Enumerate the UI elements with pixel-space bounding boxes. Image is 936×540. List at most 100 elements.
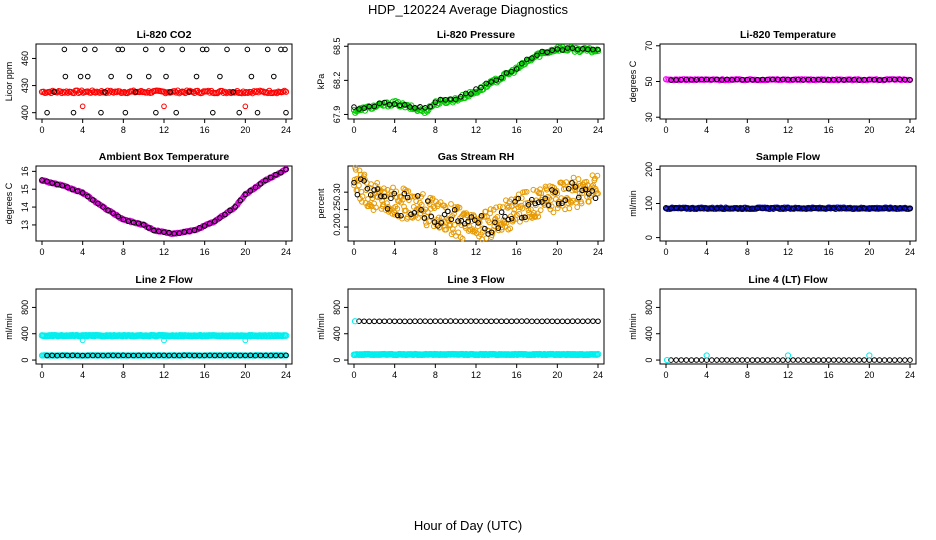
data-point [166, 229, 172, 236]
data-point [866, 352, 873, 359]
data-point [531, 213, 538, 220]
panel-title: Li-820 Temperature [740, 29, 836, 41]
y-tick-label: 0 [644, 358, 654, 363]
data-point [549, 47, 556, 54]
x-tick-label: 24 [593, 125, 603, 135]
data-point [374, 180, 381, 186]
data-point [163, 73, 169, 80]
y-tick-label: 0 [332, 358, 342, 363]
data-point [744, 357, 751, 363]
data-point [688, 357, 695, 363]
x-tick-label: 12 [471, 125, 481, 135]
x-tick-label: 8 [121, 125, 126, 135]
series-box-magenta [38, 166, 290, 237]
data-point [161, 103, 167, 110]
y-axis-label: percent [316, 188, 326, 219]
x-tick-label: 20 [240, 370, 250, 380]
data-point [495, 225, 502, 231]
data-point [478, 318, 484, 325]
data-point [447, 221, 454, 228]
data-point [534, 210, 541, 217]
x-tick-label: 12 [471, 370, 481, 380]
data-point [425, 198, 431, 204]
data-point [282, 46, 288, 53]
data-point [493, 77, 500, 83]
data-point [550, 209, 557, 216]
data-point [559, 318, 566, 325]
data-point [871, 357, 878, 363]
data-point [176, 230, 183, 237]
data-point [572, 187, 579, 194]
data-point [508, 215, 515, 222]
data-point [391, 101, 398, 107]
x-tick-label: 4 [392, 125, 397, 135]
data-point [354, 191, 361, 198]
data-point [262, 177, 269, 184]
data-point [455, 218, 461, 224]
y-axis-label: kPa [316, 74, 326, 90]
data-point [585, 318, 591, 324]
data-point [525, 201, 532, 208]
data-point [252, 184, 259, 191]
x-tick-label: 16 [824, 125, 834, 135]
data-point [595, 318, 601, 325]
data-point [569, 45, 576, 51]
x-tick-label: 16 [200, 125, 210, 135]
data-point [482, 225, 488, 232]
x-tick-label: 8 [745, 247, 750, 257]
data-point [414, 193, 421, 199]
data-point [413, 198, 420, 205]
data-point [193, 73, 200, 80]
data-point [432, 99, 439, 106]
y-tick-label: 0.20 [332, 218, 342, 236]
panel-6: Sample Flow 0 4 8 12 16 20 24 0 100 200 ml/min [628, 151, 917, 257]
data-point [84, 88, 91, 95]
data-point [217, 73, 223, 80]
data-point [106, 89, 113, 96]
data-point [424, 209, 431, 215]
x-tick-label: 4 [80, 247, 85, 257]
panel-title: Li-820 CO2 [137, 29, 192, 41]
data-point [212, 218, 218, 224]
data-point [376, 100, 383, 107]
data-point [361, 318, 367, 325]
data-point [846, 205, 852, 212]
data-point [437, 318, 444, 324]
data-point [815, 357, 822, 363]
panel-7: Line 2 Flow 0 4 8 12 16 20 24 0 400 800 ml/min [4, 274, 293, 380]
data-point [364, 185, 371, 192]
data-point [135, 220, 142, 227]
data-point [902, 357, 908, 363]
data-point [222, 211, 228, 218]
data-point [247, 187, 254, 194]
data-point [217, 215, 223, 221]
data-point [206, 220, 213, 227]
data-point [907, 357, 913, 363]
data-point [537, 186, 543, 193]
x-tick-label: 16 [200, 247, 210, 257]
data-point [232, 204, 238, 210]
data-point [846, 357, 852, 363]
data-point [361, 105, 367, 111]
data-point [160, 88, 168, 95]
data-point [391, 318, 398, 325]
data-point [595, 46, 601, 53]
data-point [678, 205, 685, 212]
data-point [456, 204, 463, 211]
data-point [457, 318, 464, 325]
data-point [451, 207, 458, 213]
data-point [84, 193, 91, 200]
y-tick-label: 800 [644, 300, 654, 315]
y-tick-label: 30 [644, 112, 654, 122]
data-point [122, 109, 129, 116]
y-tick-label: 400 [332, 326, 342, 341]
panel-9: Line 4 (LT) Flow 0 4 8 12 16 20 24 0 400 800 ml/min [628, 274, 917, 380]
data-point [488, 229, 495, 236]
y-tick-label: 70 [644, 41, 654, 51]
data-point [539, 318, 545, 325]
y-tick-label: 200 [644, 162, 654, 177]
data-point [186, 228, 193, 235]
data-point [836, 357, 842, 363]
data-point [463, 212, 470, 218]
data-point [503, 70, 510, 76]
